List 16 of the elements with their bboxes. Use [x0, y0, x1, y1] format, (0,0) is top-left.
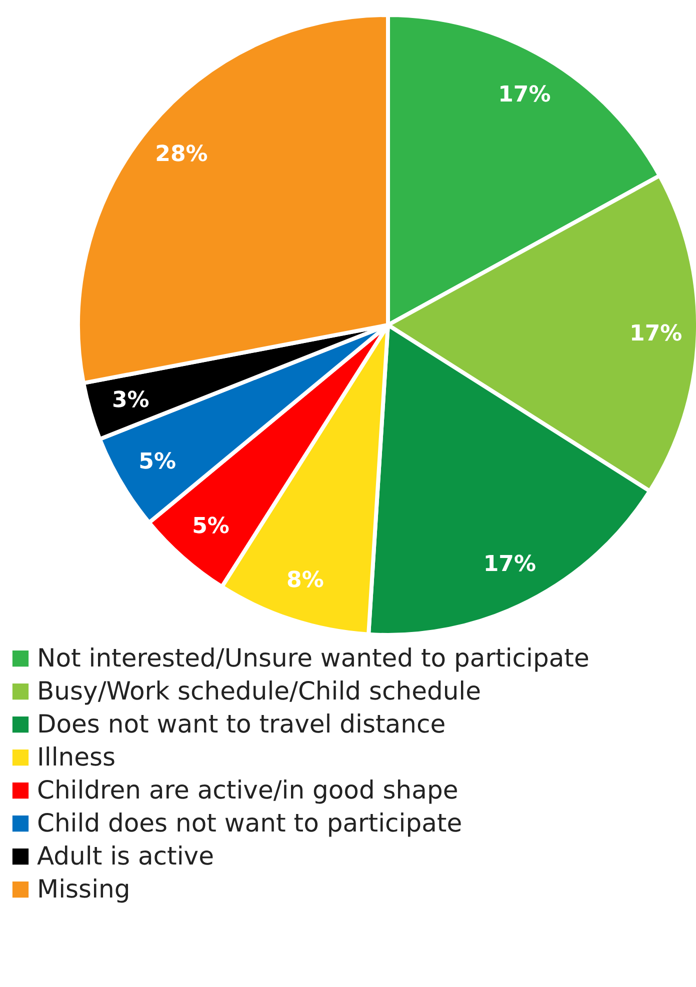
data-label: 3%: [112, 388, 150, 413]
data-label: 17%: [483, 552, 536, 577]
legend-label: Adult is active: [37, 842, 214, 870]
data-label: 8%: [286, 568, 324, 593]
data-label: 17%: [630, 321, 682, 346]
data-label: 17%: [498, 82, 551, 108]
legend-label: Illness: [37, 742, 116, 772]
legend-label: Not interested/Unsure wanted to participate: [37, 644, 590, 672]
data-label: 5%: [138, 449, 176, 474]
legend-label: Child does not want to participate: [37, 808, 462, 838]
legend-label: Does not want to travel distance: [37, 710, 446, 738]
legend-label: Busy/Work schedule/Child schedule: [37, 676, 481, 706]
data-label: 28%: [155, 142, 208, 168]
legend-label: Children are active/in good shape: [37, 776, 458, 804]
data-label: 5%: [192, 514, 230, 540]
legend-label: Missing: [37, 874, 130, 904]
